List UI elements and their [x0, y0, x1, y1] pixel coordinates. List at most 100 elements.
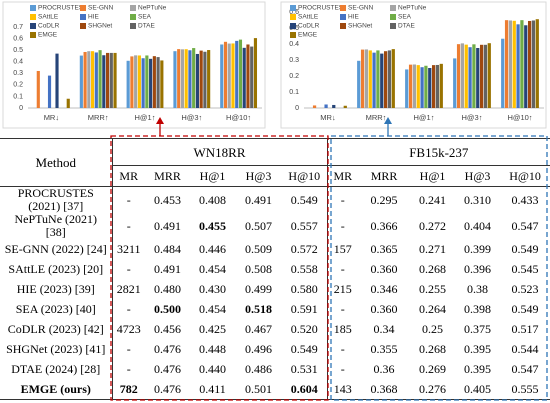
- value-cell: 0.404: [464, 218, 492, 233]
- header-cell: WN18RR: [111, 138, 328, 166]
- method-cell: PROCRUSTES (2021) [37]: [17, 186, 94, 213]
- bar: [360, 49, 365, 108]
- method-cell: SAttLE (2023) [20]: [8, 261, 104, 276]
- bar: [412, 64, 417, 108]
- y-tick-label: 0.2: [289, 73, 299, 80]
- x-tick-label: MRR↑: [366, 113, 387, 122]
- value-cell: 0.269: [419, 361, 447, 376]
- legend-label: CoDLR: [38, 23, 60, 30]
- value-cell: 0.476: [145, 379, 190, 400]
- table-body: Method WN18RR FB15k-237 MR MRR H@1 H@3 H@10 MR MR…: [0, 138, 550, 400]
- value-cell: 0.38: [467, 281, 489, 296]
- value-cell: -: [111, 213, 145, 239]
- value-cell: 0.268: [419, 261, 447, 276]
- value-cell: 0.476: [154, 341, 181, 356]
- bar: [520, 20, 524, 108]
- y-tick-label: 0.3: [13, 70, 23, 77]
- bar: [238, 39, 243, 109]
- legend-swatch: [290, 32, 296, 38]
- bar: [149, 58, 153, 108]
- bar: [141, 58, 145, 108]
- value-cell: 0.555: [500, 379, 550, 400]
- y-tick-label: 0.1: [13, 93, 23, 100]
- value-cell: -: [326, 339, 359, 359]
- value-cell: 0.549: [511, 241, 539, 256]
- value-cell: 0.398: [464, 301, 492, 316]
- column-header: MR: [326, 165, 359, 187]
- x-tick-label: H@1↑: [135, 113, 156, 122]
- value-cell: 0.547: [511, 361, 539, 376]
- bar: [460, 43, 465, 108]
- value-cell: 0.496: [245, 341, 272, 356]
- y-tick-label: 0.4: [289, 41, 299, 48]
- bar: [130, 56, 134, 108]
- legend-swatch: [130, 5, 136, 11]
- y-tick-label: 0.6: [289, 9, 299, 16]
- column-header: H@10: [500, 165, 550, 187]
- value-cell: 0.557: [290, 218, 318, 233]
- bar: [102, 55, 106, 108]
- y-tick-label: 0: [295, 105, 299, 112]
- table-row: NePTuNe (2021) [38] -0.491 0.455 0.507 0.557…: [0, 213, 550, 239]
- y-tick-label: 0.4: [13, 59, 23, 66]
- bar: [134, 55, 138, 108]
- value-cell: 0.255: [419, 281, 447, 296]
- header-cell: FB15k-237: [326, 138, 550, 166]
- x-tick-label: MR↓: [320, 113, 335, 122]
- legend-label: HIE: [348, 14, 360, 21]
- value-cell: 0.517: [511, 321, 539, 336]
- value-cell: -: [111, 299, 145, 319]
- legend-label: DTAE: [138, 23, 156, 30]
- bar: [428, 68, 432, 108]
- x-tick-label: H@3↑: [462, 113, 483, 122]
- bar: [109, 52, 113, 108]
- bar: [192, 48, 196, 108]
- table-row: HIE (2023) [39] 2821 0.480 0.430 0.499 0.580 2…: [0, 279, 550, 299]
- value-cell: 0.36: [373, 361, 395, 376]
- bar: [472, 44, 476, 108]
- value-cell: 0.368: [358, 379, 411, 400]
- value-cell: 0.395: [464, 341, 492, 356]
- value-cell: 0.508: [245, 261, 272, 276]
- x-tick-label: H@10↑: [226, 113, 251, 122]
- bar: [79, 55, 83, 108]
- method-cell: DTAE (2024) [28]: [11, 361, 101, 376]
- bar: [220, 44, 224, 108]
- value-cell: -: [326, 259, 359, 279]
- value-cell: 0.509: [245, 241, 272, 256]
- y-tick-label: 0.7: [13, 24, 23, 31]
- value-cell: 0.454: [199, 301, 226, 316]
- header-cell: Method: [0, 138, 112, 187]
- value-cell: 0.396: [464, 261, 492, 276]
- value-cell: 0.507: [245, 218, 272, 233]
- value-cell: 0.591: [290, 301, 318, 316]
- value-cell: 0.499: [245, 281, 272, 296]
- table-row: SEA (2023) [40] -0.500 0.454 0.518 0.591-0.3…: [0, 299, 550, 319]
- y-tick-label: 0.5: [13, 47, 23, 54]
- column-header: H@1: [410, 165, 456, 187]
- bar: [227, 43, 231, 108]
- value-cell: 0.408: [199, 192, 226, 207]
- bar: [55, 53, 59, 108]
- y-tick-label: 0.1: [289, 89, 299, 96]
- value-cell: -: [111, 186, 145, 213]
- legend-swatch: [290, 5, 296, 11]
- value-cell: 0.405: [455, 379, 501, 400]
- value-cell: 0.268: [419, 341, 447, 356]
- legend-label: CoDLR: [298, 23, 320, 30]
- method-cell: EMGE (ours): [0, 379, 112, 400]
- bar: [332, 104, 336, 108]
- bar: [94, 52, 98, 108]
- legend-label: EMGE: [298, 32, 318, 39]
- results-table: Method WN18RR FB15k-237 MR MRR H@1 H@3 H@10 MR MR…: [0, 138, 550, 400]
- bar: [420, 67, 424, 108]
- value-cell: 0.545: [511, 261, 539, 276]
- bar: [391, 49, 395, 108]
- value-cell: 0.501: [235, 379, 282, 400]
- charts: 0 0.1 0.2 0.3 0.4 0.5 0.6 0.7 MR↓ MRR↑ H@1↑ H@3↑ H@1…: [2, 1, 547, 129]
- value-cell: 215: [326, 279, 359, 299]
- legend-swatch: [340, 14, 346, 20]
- column-header: MR: [111, 165, 145, 187]
- bar: [527, 20, 532, 108]
- bar: [253, 38, 258, 109]
